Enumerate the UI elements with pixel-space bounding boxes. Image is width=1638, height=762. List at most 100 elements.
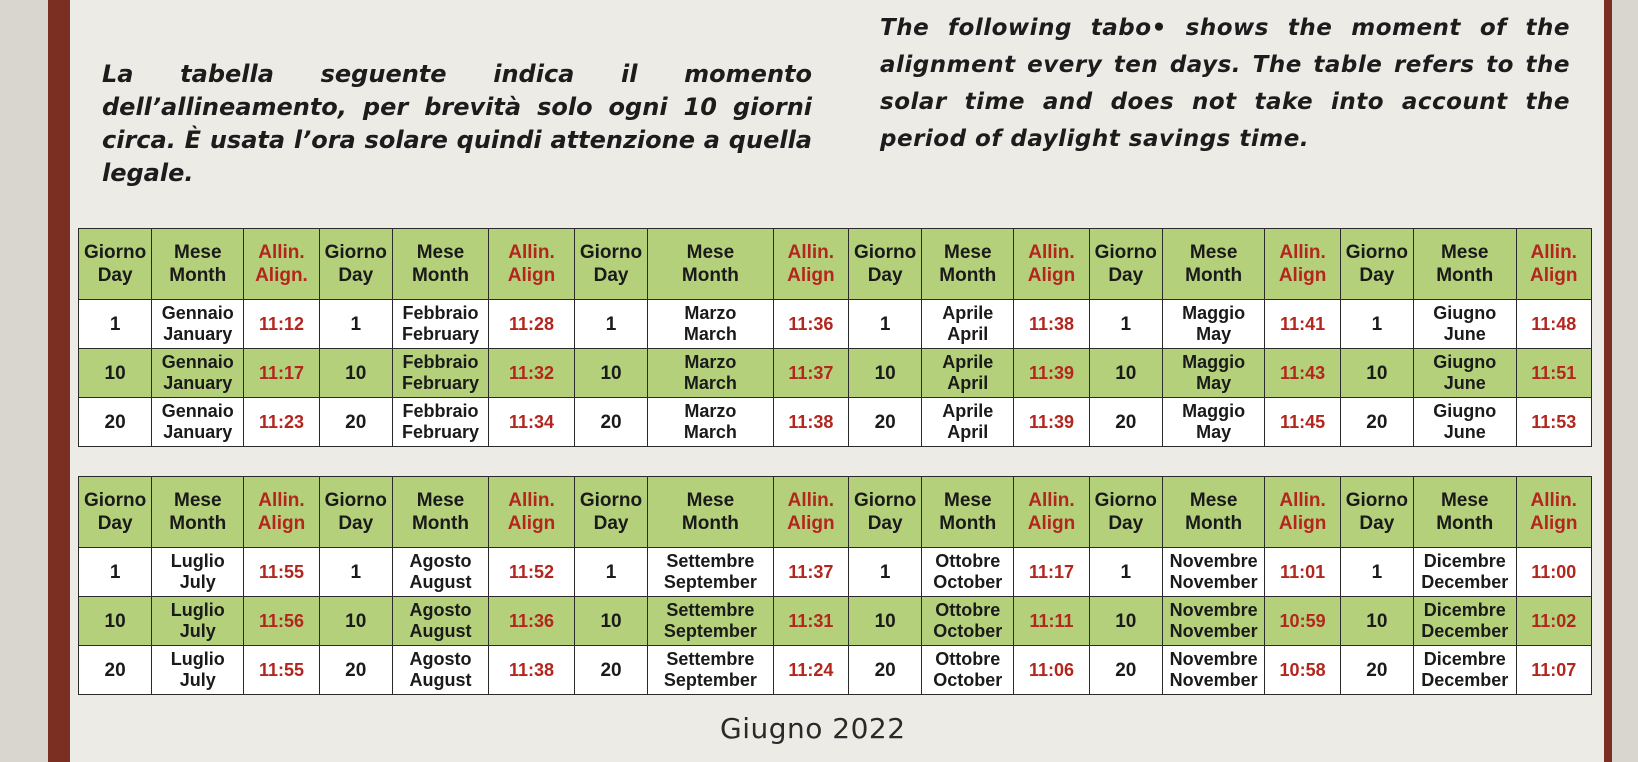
- align-time-cell: 11:17: [1013, 547, 1090, 597]
- month-cell: Settembre September: [647, 596, 774, 646]
- align-time-cell: 11:41: [1264, 299, 1341, 349]
- align-time-cell: 11:07: [1515, 645, 1592, 695]
- header-align: Allin. Align.: [243, 228, 320, 300]
- day-cell: 1: [77, 299, 153, 349]
- month-en: June: [1443, 324, 1486, 344]
- month-cell: Giugno June: [1412, 299, 1517, 349]
- month-en: September: [663, 621, 757, 641]
- align-time-cell: 11:38: [488, 645, 575, 695]
- month-en: April: [947, 324, 989, 344]
- align-time-cell: 11:39: [1013, 348, 1090, 398]
- month-cell: Settembre September: [647, 547, 774, 597]
- month-it: Luglio: [170, 649, 225, 669]
- day-cell: 10: [848, 596, 923, 646]
- header-align-en: Align: [787, 513, 835, 534]
- header-day-en: Day: [338, 513, 374, 534]
- align-time-cell: 11:55: [243, 547, 320, 597]
- header-month-en: Month: [1185, 265, 1243, 286]
- header-align-it: Allin.: [508, 242, 555, 263]
- align-time-cell: 11:52: [488, 547, 575, 597]
- month-it: Luglio: [170, 551, 225, 571]
- month-cell: Ottobre October: [921, 547, 1015, 597]
- day-cell: 20: [318, 397, 393, 447]
- header-align-en: Align: [257, 513, 306, 534]
- header-month-en: Month: [1436, 513, 1494, 534]
- header-align: Allin. Align: [1264, 228, 1341, 300]
- month-cell: Maggio May: [1161, 397, 1266, 447]
- month-it: Maggio: [1182, 401, 1246, 421]
- header-month: Mese Month: [647, 476, 774, 548]
- day-cell: 10: [848, 348, 923, 398]
- header-month-it: Mese: [944, 490, 992, 511]
- header-month: Mese Month: [1161, 476, 1266, 548]
- month-cell: Gennaio January: [151, 299, 245, 349]
- header-day-it: Giorno: [853, 490, 917, 511]
- header-month-it: Mese: [1189, 490, 1238, 511]
- header-month-it: Mese: [416, 242, 465, 263]
- day-cell: 20: [1088, 397, 1163, 447]
- day-cell: 10: [1088, 596, 1163, 646]
- sign-frame-left: [48, 0, 70, 762]
- month-it: Marzo: [684, 401, 737, 421]
- header-day-it: Giorno: [1345, 490, 1408, 511]
- header-day: Giorno Day: [1088, 476, 1163, 548]
- header-month-en: Month: [169, 513, 227, 534]
- month-cell: Novembre November: [1161, 645, 1266, 695]
- month-en: March: [683, 422, 737, 442]
- day-cell: 10: [1339, 596, 1414, 646]
- table-header-row: Giorno Day Mese Month Allin. Align Giorno Day Me…: [77, 476, 1592, 548]
- align-time-cell: 11:34: [488, 397, 575, 447]
- header-align: Allin. Align: [1013, 228, 1090, 300]
- header-align-en: Align: [507, 513, 556, 534]
- month-cell: Dicembre December: [1412, 547, 1517, 597]
- day-cell: 10: [573, 596, 649, 646]
- header-day: Giorno Day: [77, 228, 153, 300]
- month-cell: Luglio July: [151, 547, 245, 597]
- month-it: Aprile: [942, 401, 994, 421]
- day-cell: 1: [1088, 547, 1163, 597]
- day-cell: 10: [77, 348, 153, 398]
- day-cell: 10: [1339, 348, 1414, 398]
- day-cell: 1: [1088, 299, 1163, 349]
- month-it: Maggio: [1182, 352, 1246, 372]
- header-day-en: Day: [1108, 265, 1144, 286]
- month-cell: Febbraio February: [391, 299, 490, 349]
- header-month-en: Month: [681, 265, 739, 286]
- header-day: Giorno Day: [318, 228, 393, 300]
- month-cell: Settembre September: [647, 645, 774, 695]
- day-cell: 1: [77, 547, 153, 597]
- month-cell: Aprile April: [921, 397, 1015, 447]
- align-time-cell: 11:12: [243, 299, 320, 349]
- month-en: August: [409, 621, 472, 641]
- month-it: Dicembre: [1423, 600, 1506, 620]
- header-align: Allin. Align: [772, 476, 850, 548]
- header-month-it: Mese: [174, 490, 222, 511]
- header-month: Mese Month: [1412, 228, 1517, 300]
- month-en: November: [1169, 621, 1258, 641]
- month-cell: Novembre November: [1161, 596, 1266, 646]
- month-it: Febbraio: [402, 352, 479, 372]
- header-align-it: Allin.: [1028, 490, 1075, 511]
- month-en: May: [1196, 422, 1232, 442]
- month-it: Aprile: [942, 352, 994, 372]
- header-align: Allin. Align: [1013, 476, 1090, 548]
- month-it: Dicembre: [1423, 649, 1506, 669]
- header-day-it: Giorno: [324, 242, 387, 263]
- month-en: February: [401, 324, 479, 344]
- alignment-table-jul-dec: Giorno Day Mese Month Allin. Align Giorno Day Me…: [77, 476, 1592, 695]
- month-cell: Giugno June: [1412, 397, 1517, 447]
- header-day-it: Giorno: [1345, 242, 1408, 263]
- month-cell: Agosto August: [391, 596, 490, 646]
- header-align-en: Align.: [255, 265, 308, 286]
- month-it: Settembre: [666, 551, 755, 571]
- day-cell: 20: [318, 645, 393, 695]
- header-month: Mese Month: [151, 228, 245, 300]
- month-en: May: [1196, 324, 1232, 344]
- month-it: Giugno: [1433, 352, 1497, 372]
- header-align-it: Allin.: [258, 490, 305, 511]
- day-cell: 1: [573, 299, 649, 349]
- header-day-en: Day: [1108, 513, 1144, 534]
- align-time-cell: 11:17: [243, 348, 320, 398]
- day-cell: 10: [318, 348, 393, 398]
- month-it: Ottobre: [935, 551, 1001, 571]
